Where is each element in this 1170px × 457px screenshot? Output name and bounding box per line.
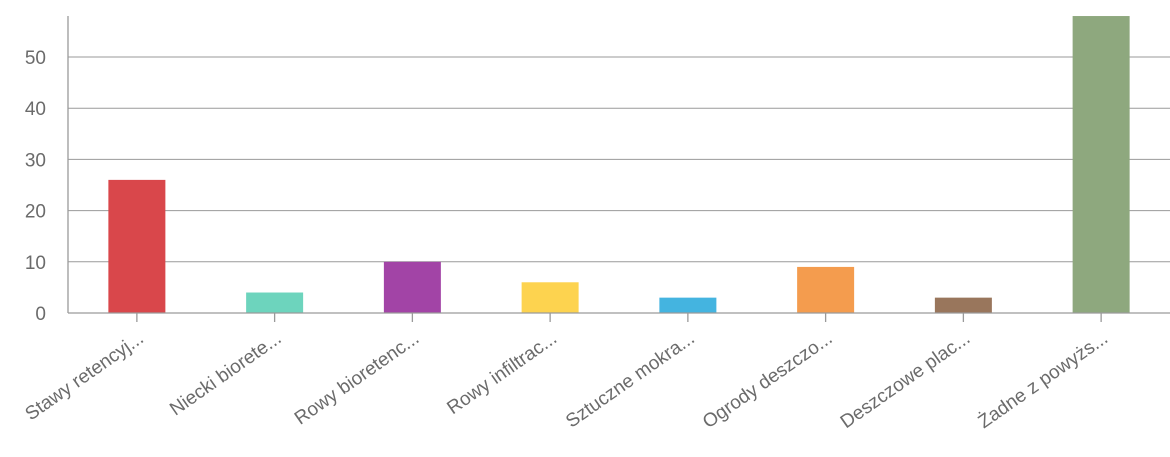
bar-8 — [1072, 16, 1130, 313]
bars — [108, 16, 1130, 313]
axes — [67, 16, 1170, 314]
x-category-label-4: Rowy infiltrac... — [443, 328, 561, 419]
bar-2 — [246, 292, 304, 313]
y-tick-label-50: 50 — [25, 48, 46, 69]
y-tick-label-20: 20 — [25, 202, 46, 223]
x-category-label-2: Niecki biorete... — [166, 328, 285, 420]
x-category-label-8: Żadne z powyżs... — [975, 328, 1112, 433]
x-category-label-5: Sztuczne mokra... — [562, 328, 699, 432]
y-tick-label-0: 0 — [35, 304, 46, 325]
x-category-label-7: Deszczowe plac... — [837, 328, 974, 433]
y-tick-label-30: 30 — [25, 150, 46, 171]
x-category-label-6: Ogrody deszczo... — [699, 328, 836, 433]
x-axis-labels: Stawy retencyj... Niecki biorete... Rowy b… — [22, 328, 1112, 433]
bar-3 — [383, 261, 441, 313]
x-axis-ticks — [136, 313, 1102, 322]
y-tick-label-10: 10 — [25, 253, 46, 274]
bar-6 — [797, 266, 855, 313]
bar-7 — [934, 297, 992, 313]
y-tick-label-40: 40 — [25, 99, 46, 120]
bar-1 — [108, 179, 166, 313]
x-category-label-1: Stawy retencyj... — [22, 328, 148, 425]
bar-4 — [521, 282, 579, 313]
grid-lines — [68, 56, 1170, 263]
x-category-label-3: Rowy bioretenc... — [291, 328, 423, 429]
y-axis-ticks: 0 10 20 30 40 50 — [25, 48, 46, 325]
bar-5 — [659, 297, 717, 313]
